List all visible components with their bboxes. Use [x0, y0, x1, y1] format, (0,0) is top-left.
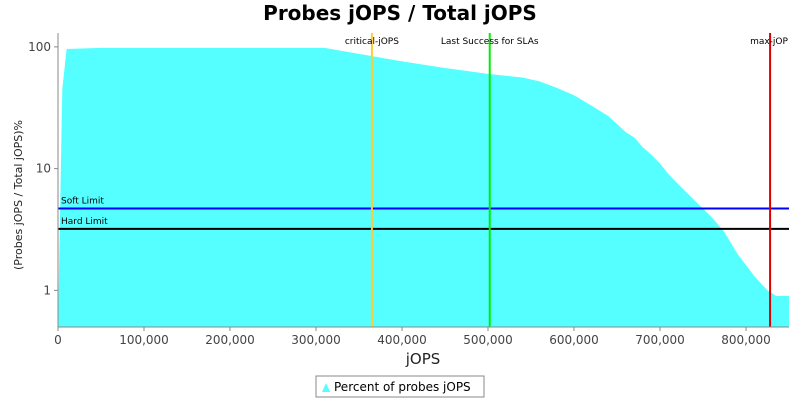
legend-box — [315, 375, 485, 398]
x-axis-title: jOPS — [405, 350, 441, 368]
legend-label: Percent of probes jOPS — [334, 380, 471, 394]
chart-title: Probes jOPS / Total jOPS — [263, 1, 537, 25]
limit-line-label-0: Soft Limit — [61, 197, 104, 207]
x-tick-label: 800,000 — [721, 333, 771, 347]
marker-line-label-2: max-jOP — [750, 37, 788, 47]
x-tick-label: 0 — [54, 333, 62, 347]
y-tick-label: 1 — [43, 283, 51, 297]
plot-area: Soft Limit Hard Limit critical-jOPS Last S… — [57, 33, 789, 328]
x-axis-ticks: 0 100,000 200,000 300,000 400,000 500,000 600,… — [54, 327, 771, 347]
x-tick-label: 600,000 — [549, 333, 599, 347]
y-axis-title: (Probes jOPS / Total jOPS)% — [12, 120, 25, 270]
marker-line-label-0: critical-jOPS — [345, 37, 399, 47]
y-tick-label: 10 — [36, 162, 51, 176]
x-tick-label: 700,000 — [635, 333, 685, 347]
y-tick-label: 100 — [28, 40, 51, 54]
x-tick-label: 100,000 — [119, 333, 169, 347]
y-axis-ticks: 1 10 100 — [28, 40, 58, 297]
legend-marker-icon — [322, 383, 330, 392]
x-tick-label: 500,000 — [463, 333, 513, 347]
x-tick-label: 200,000 — [205, 333, 255, 347]
limit-line-label-1: Hard Limit — [61, 217, 108, 227]
x-tick-label: 400,000 — [377, 333, 427, 347]
horizontal-limit-lines: Soft Limit Hard Limit — [58, 197, 789, 230]
area-series — [58, 47, 789, 328]
x-tick-label: 300,000 — [291, 333, 341, 347]
legend: Percent of probes jOPS — [315, 375, 485, 398]
marker-line-label-1: Last Success for SLAs — [441, 37, 539, 47]
vertical-marker-lines: critical-jOPS Last Success for SLAs max-jO… — [345, 33, 789, 327]
